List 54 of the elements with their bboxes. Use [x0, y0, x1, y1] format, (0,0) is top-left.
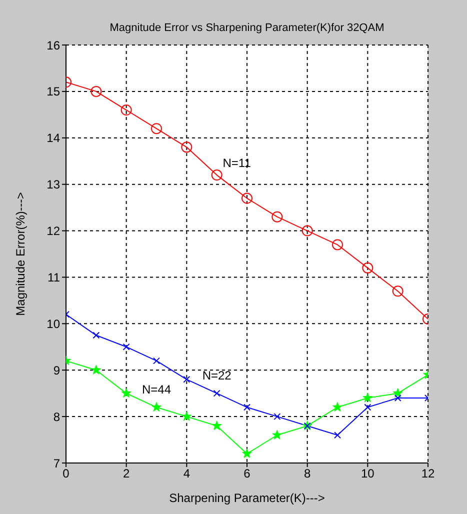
- x-tick-label: 10: [360, 466, 375, 481]
- x-tick-label: 8: [304, 466, 311, 481]
- point: [151, 402, 162, 412]
- point: [91, 364, 102, 374]
- x-tick-label: 2: [122, 466, 130, 481]
- y-tick-label: 13: [46, 178, 60, 192]
- y-tick-label: 14: [46, 131, 60, 146]
- point: [182, 411, 192, 421]
- point: [181, 142, 192, 153]
- point: [90, 86, 102, 97]
- x-tick-label: 12: [421, 466, 435, 481]
- point: [302, 225, 313, 236]
- point: [121, 388, 132, 398]
- x-tick-label: 4: [183, 466, 190, 481]
- point: [242, 448, 252, 458]
- point: [212, 420, 222, 430]
- y-tick-label: 7: [53, 456, 60, 470]
- point: [362, 262, 374, 274]
- x-tick-label: 0: [62, 466, 70, 481]
- series-label: N=44: [142, 382, 172, 396]
- point: [272, 430, 282, 440]
- point: [272, 211, 283, 222]
- point: [183, 376, 190, 383]
- y-tick-label: 12: [46, 224, 60, 238]
- point: [122, 343, 130, 350]
- chart-title: Magnitude Error vs Sharpening Parameter(K)for 32QAM: [108, 22, 386, 34]
- point: [362, 392, 373, 402]
- point: [92, 332, 100, 339]
- point: [332, 239, 343, 250]
- series-label: N=11: [222, 156, 252, 170]
- point: [332, 402, 343, 412]
- series-label: N=22: [202, 368, 232, 382]
- point: [242, 192, 252, 204]
- point: [394, 394, 402, 402]
- point: [244, 404, 250, 411]
- point: [334, 432, 341, 439]
- point: [392, 388, 403, 398]
- point: [392, 286, 404, 297]
- x-tick-label: 6: [244, 466, 251, 481]
- x-axis-title: Sharpening Parameter(K)--->: [169, 491, 325, 505]
- point: [211, 170, 222, 181]
- point: [151, 123, 162, 134]
- y-tick-label: 9: [53, 363, 60, 378]
- y-tick-label: 8: [53, 410, 60, 424]
- y-tick-label: 16: [46, 38, 60, 52]
- y-axis-title: Magnitude Error(%)--->: [13, 192, 28, 316]
- point: [120, 104, 132, 116]
- y-tick-label: 11: [48, 270, 60, 284]
- point: [213, 390, 220, 397]
- y-tick-label: 15: [46, 84, 60, 99]
- y-tick-label: 10: [46, 316, 60, 331]
- point: [274, 413, 281, 420]
- point: [153, 357, 160, 364]
- point: [364, 404, 372, 411]
